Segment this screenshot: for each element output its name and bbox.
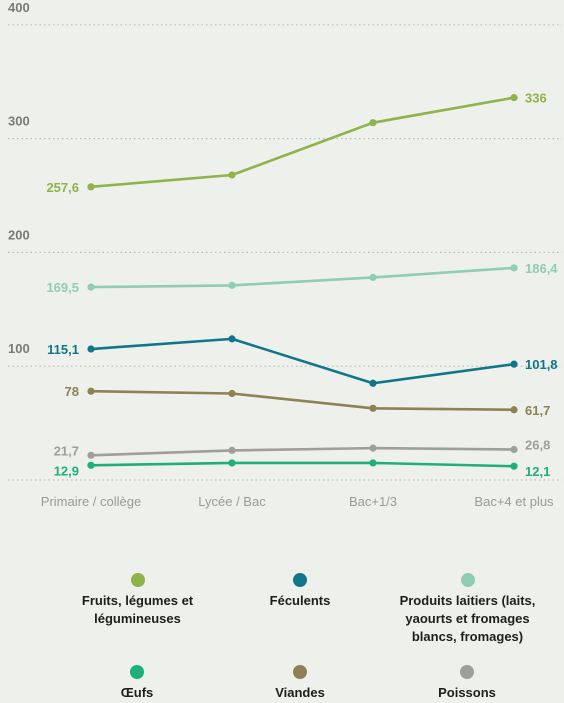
data-point [510, 360, 518, 368]
data-label: 115,1 [47, 342, 79, 357]
data-point [369, 404, 377, 412]
data-point [510, 462, 518, 470]
data-point [228, 335, 236, 343]
legend-dot-icon [293, 665, 307, 679]
series-line [90, 96, 515, 189]
data-point [87, 345, 95, 353]
legend-dot-icon [293, 573, 307, 587]
line-chart: 100 200 300 400 Primaire / collège Lycée / Ba… [8, 0, 562, 509]
data-label: 78 [65, 384, 79, 399]
y-tick-label: 100 [8, 341, 30, 356]
legend-label: Poissons [438, 685, 496, 700]
y-tick-label: 400 [8, 0, 30, 15]
data-label: 12,9 [54, 463, 79, 478]
legend-label: Fruits, légumes et légumineuses [81, 593, 194, 626]
data-point [510, 264, 518, 272]
data-label: 21,7 [54, 443, 79, 458]
x-tick-label: Lycée / Bac [198, 494, 266, 509]
data-label: 61,7 [525, 403, 550, 418]
data-label: 186,4 [525, 261, 558, 276]
series-line [90, 389, 515, 412]
data-point [369, 273, 377, 282]
legend-item-fruits: Fruits, légumes et légumineuses [55, 573, 220, 628]
data-point [228, 171, 236, 179]
data-label: 12,1 [525, 464, 550, 479]
data-point [87, 387, 95, 395]
x-tick-label: Bac+1/3 [349, 494, 397, 509]
legend-item-viandes: Viandes [235, 665, 365, 702]
data-label: 257,6 [46, 180, 79, 195]
x-tick-label: Primaire / collège [41, 494, 141, 509]
y-tick-label: 300 [8, 114, 30, 129]
legend-dot-icon [130, 573, 145, 587]
data-point [228, 446, 236, 455]
legend-dot-icon [460, 665, 474, 679]
data-point [87, 461, 95, 469]
data-point [87, 183, 95, 191]
x-tick-label: Bac+4 et plus [474, 494, 554, 509]
legend-item-produits-laitiers: Produits laitiers (laits, yaourts et fro… [390, 573, 545, 646]
data-point [87, 283, 95, 291]
legend-dot-icon [460, 573, 475, 587]
series-line [90, 461, 515, 468]
legend-item-oeufs: Œufs [72, 665, 202, 702]
y-tick-label: 200 [8, 227, 30, 242]
legend-item-feculents: Féculents [230, 573, 370, 610]
data-point [510, 94, 518, 102]
data-point [510, 445, 518, 454]
data-point [369, 444, 377, 452]
data-point [228, 281, 236, 290]
legend-label: Féculents [269, 593, 331, 608]
legend-dot-icon [130, 665, 144, 679]
legend-label: Œufs [120, 685, 154, 700]
legend-item-poissons: Poissons [402, 665, 532, 702]
data-point [87, 451, 95, 459]
data-label: 26,8 [525, 438, 550, 453]
data-label: 101,8 [525, 357, 558, 372]
legend: Fruits, légumes et légumineuses Féculent… [0, 560, 564, 703]
data-point [228, 459, 236, 467]
series-line [90, 446, 515, 457]
data-point [369, 459, 377, 467]
series-line [90, 337, 515, 385]
series-line [90, 266, 515, 289]
data-point [369, 379, 377, 387]
legend-label: Produits laitiers (laits, yaourts et fro… [399, 593, 536, 644]
data-label: 336 [525, 91, 547, 106]
data-point [369, 119, 377, 127]
data-point [510, 406, 518, 414]
data-point [228, 389, 236, 398]
data-label: 169,5 [46, 280, 79, 295]
legend-label: Viandes [275, 685, 325, 700]
